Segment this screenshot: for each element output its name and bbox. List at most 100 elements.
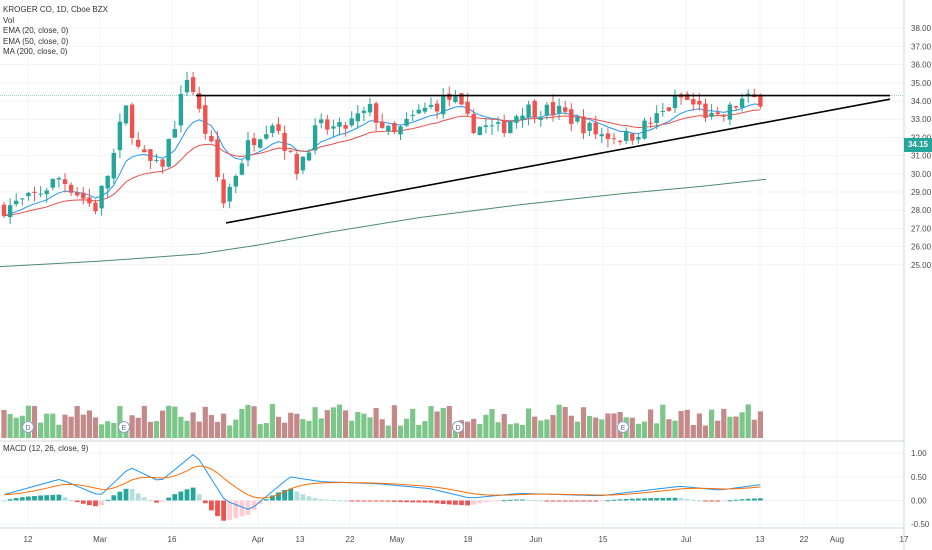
macd-histogram-bar <box>257 500 263 504</box>
candle-body <box>154 159 159 161</box>
macd-histogram-bar <box>62 497 68 501</box>
candle-body <box>276 124 281 131</box>
candle-body <box>160 159 165 167</box>
macd-histogram-bar <box>93 500 98 507</box>
candle-body <box>398 126 403 135</box>
volume-bar <box>727 416 733 438</box>
volume-bar <box>751 419 757 438</box>
y-tick-label: 25.00 <box>911 261 932 270</box>
macd-histogram-bar <box>227 500 233 520</box>
event-label: E <box>122 425 127 432</box>
macd-histogram-bar <box>239 500 245 517</box>
candle-body <box>81 192 86 199</box>
macd-histogram-bar <box>148 500 153 502</box>
macd-histogram-bar <box>526 499 531 501</box>
volume-bar <box>404 418 410 438</box>
candle-body <box>373 103 379 123</box>
macd-histogram-bar <box>209 500 214 511</box>
volume-bar <box>532 416 538 438</box>
candle-body <box>258 139 263 148</box>
macd-histogram-bar <box>477 500 483 504</box>
x-tick-label: 22 <box>346 535 355 544</box>
macd-histogram-bar <box>44 495 50 501</box>
macd-histogram-bar <box>507 499 513 501</box>
candle-body <box>630 133 635 141</box>
x-tick-label: 16 <box>168 535 177 544</box>
candle-body <box>526 104 531 117</box>
volume-bar <box>239 408 245 438</box>
last-price-label: 34.15 <box>904 138 932 152</box>
y-tick-label: 37.00 <box>911 42 932 51</box>
x-tick-label: Jun <box>530 535 543 544</box>
macd-pane <box>1 453 763 521</box>
volume-bar <box>214 421 221 438</box>
candle-body <box>538 117 543 120</box>
volume-bar <box>477 423 483 438</box>
macd-histogram-bar <box>74 500 80 503</box>
volume-bar <box>605 413 611 438</box>
volume-bar <box>80 414 86 438</box>
legend-vol: Vol <box>3 15 15 25</box>
chart-title: KROGER CO, 1D, Cboe BZX <box>3 5 108 14</box>
macd-histogram-bar <box>105 499 111 501</box>
macd-histogram-bar <box>300 494 306 501</box>
macd-histogram-bar <box>294 491 300 501</box>
macd-histogram-bar <box>684 498 690 501</box>
macd-histogram-bar <box>251 500 257 510</box>
volume-bar <box>428 406 434 438</box>
macd-histogram-bar <box>446 500 452 505</box>
candle-body <box>221 179 226 204</box>
candle-body <box>483 125 489 127</box>
macd-histogram-bar <box>123 488 129 501</box>
candle-body <box>416 109 421 114</box>
macd-histogram-bar <box>709 500 714 502</box>
volume-bar <box>99 424 105 438</box>
candle-body <box>93 202 98 212</box>
macd-histogram-bar <box>19 497 25 501</box>
candle-body <box>471 114 476 134</box>
ma200-line <box>0 178 767 268</box>
candle-body <box>746 93 751 96</box>
volume-bar <box>513 423 519 438</box>
x-tick-label: 13 <box>756 535 765 544</box>
macd-histogram-bar <box>599 500 605 502</box>
volume-bar <box>355 412 361 438</box>
macd-histogram-bar <box>392 500 397 502</box>
macd-histogram-bar <box>26 496 31 501</box>
legend-ma200: MA (200, close, 0) <box>3 47 68 57</box>
candle-body <box>508 121 513 134</box>
ma200-line <box>0 178 767 268</box>
candle-body <box>62 179 68 185</box>
volume-bar <box>324 410 330 438</box>
macd-histogram-bar <box>727 500 733 502</box>
grid <box>0 0 905 550</box>
macd-histogram-bar <box>483 500 489 503</box>
macd-histogram-bar <box>160 500 165 502</box>
volume-bar <box>574 421 580 438</box>
candle-body <box>703 103 708 118</box>
macd-histogram-bar <box>745 498 751 501</box>
volume-bar <box>190 412 196 438</box>
candle-body <box>343 125 348 129</box>
candle-body <box>709 112 714 117</box>
candle-body <box>99 185 104 209</box>
volume-bar <box>282 422 288 438</box>
volume-bar <box>538 420 544 438</box>
volume-bar <box>440 407 446 438</box>
macd-histogram-bar <box>99 500 104 506</box>
candle-body <box>563 107 568 112</box>
volume-bar <box>343 410 349 438</box>
trendlines[interactable] <box>196 94 891 224</box>
volume-bar <box>519 425 526 438</box>
macd-histogram-bar <box>428 500 434 503</box>
volume-bar <box>196 421 202 438</box>
macd-histogram-bar <box>678 497 684 501</box>
candle-body <box>233 175 238 187</box>
candle-body <box>306 152 312 161</box>
macd-histogram-bar <box>385 500 391 502</box>
candle-body <box>422 107 428 112</box>
candle-body <box>392 123 397 133</box>
volume-bar <box>117 406 123 438</box>
macd-histogram-bar <box>739 499 745 501</box>
